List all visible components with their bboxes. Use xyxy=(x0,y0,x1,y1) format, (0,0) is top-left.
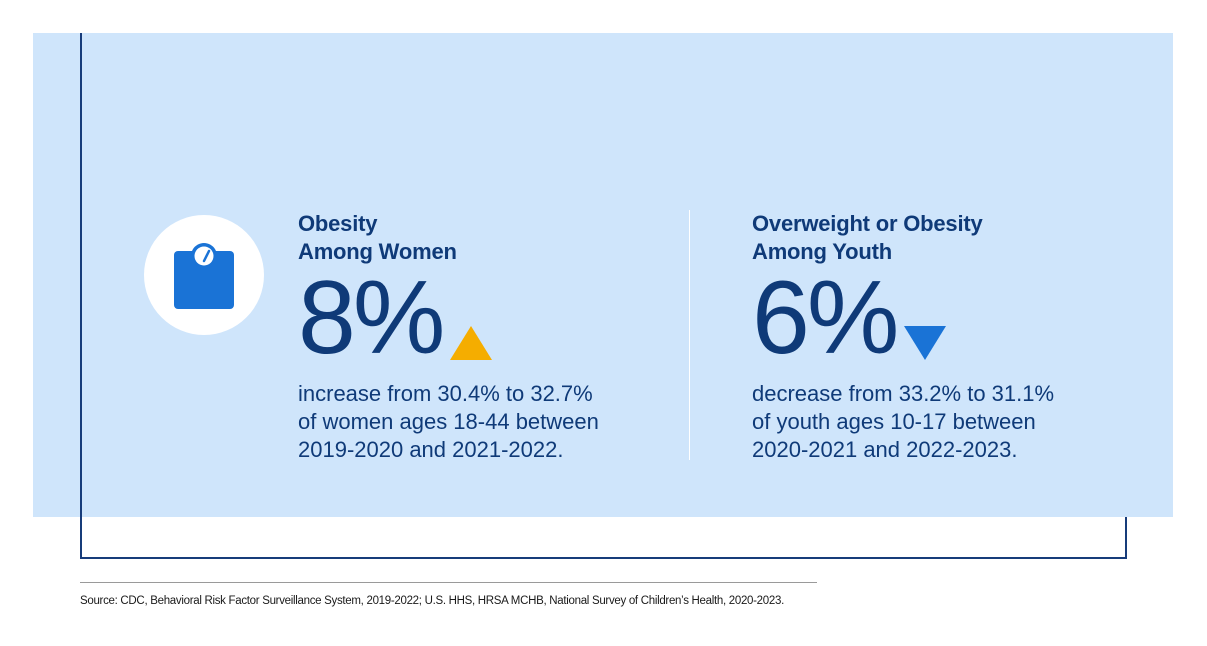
women-stat-description: increase from 30.4% to 32.7% of women ag… xyxy=(298,381,599,462)
youth-stat-description: decrease from 33.2% to 31.1% of youth ag… xyxy=(752,381,1055,462)
women-stat-value: 8% xyxy=(298,260,445,376)
source-citation: Source: CDC, Behavioral Risk Factor Surv… xyxy=(80,595,784,607)
source-divider xyxy=(80,582,817,583)
women-obesity-stat: Obesity Among Women 8% increase from 30.… xyxy=(298,210,599,464)
decrease-arrow-icon xyxy=(904,326,947,360)
icon-circle xyxy=(144,215,264,335)
weight-scale-icon xyxy=(174,243,234,309)
increase-arrow-icon xyxy=(450,326,493,360)
outline-frame-left-edge xyxy=(80,33,82,517)
women-stat-title: Obesity Among Women xyxy=(298,211,457,264)
column-divider xyxy=(689,210,690,460)
youth-stat-value: 6% xyxy=(752,260,899,376)
youth-obesity-stat: Overweight or Obesity Among Youth 6% dec… xyxy=(752,210,1054,464)
youth-stat-title: Overweight or Obesity Among Youth xyxy=(752,211,983,264)
